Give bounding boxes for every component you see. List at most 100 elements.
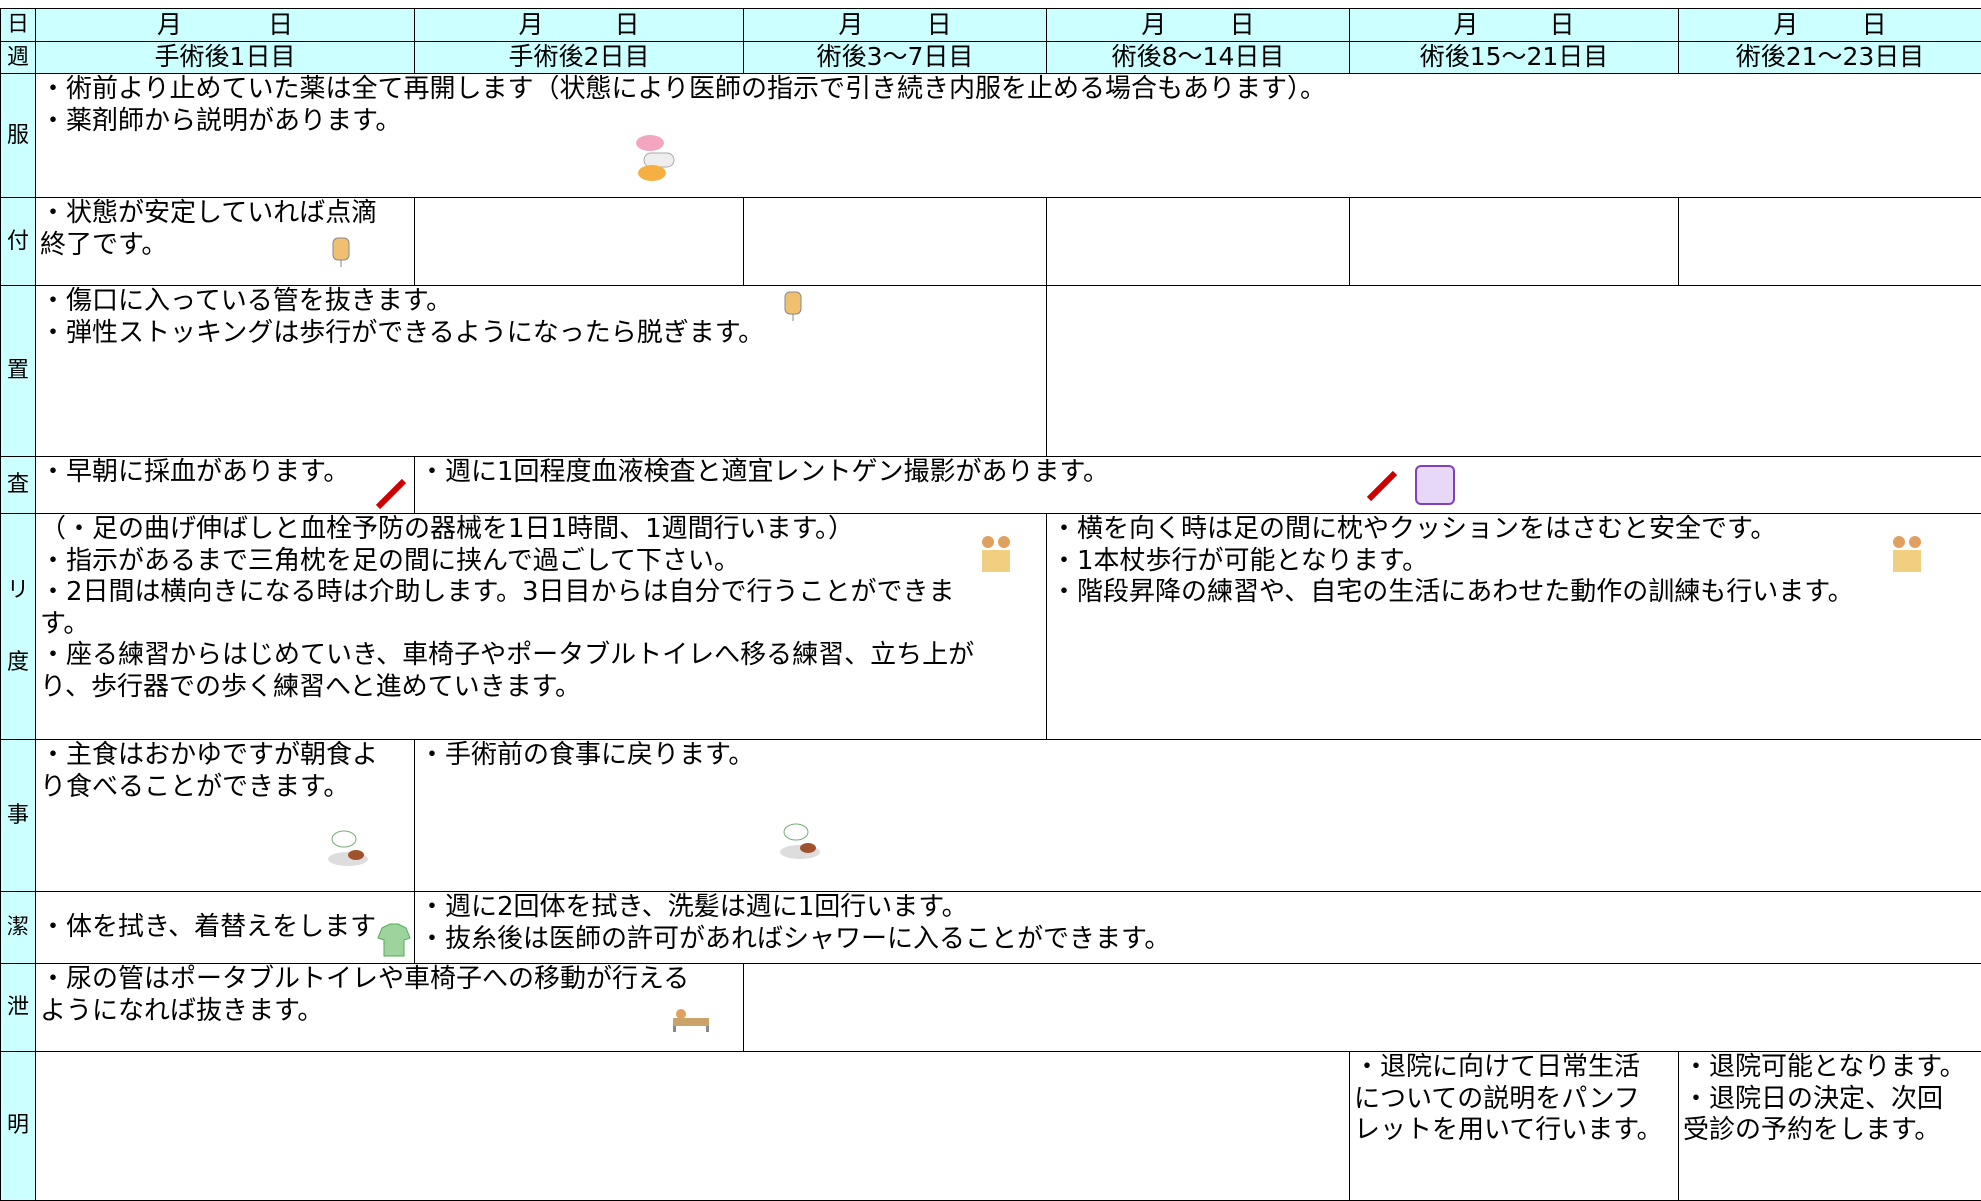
day-cell: 術後8～14日目	[1047, 41, 1350, 74]
month: 月	[838, 12, 863, 38]
cell	[1350, 198, 1679, 286]
xray-icon	[1415, 465, 1455, 505]
day-cell: 術後15～21日目	[1350, 41, 1679, 74]
date-wrap: 月日	[40, 12, 410, 38]
text-line: ・退院可能となります。	[1683, 1052, 1977, 1084]
syringe-icon	[374, 477, 408, 511]
cell: ・早朝に採血があります。	[36, 457, 415, 514]
text-line: す。	[40, 609, 1042, 641]
day: 日	[927, 12, 952, 38]
day-cell: 術後21～23日目	[1679, 41, 1981, 74]
text-line: ・弾性ストッキングは歩行ができるようになったら脱ぎます。	[40, 318, 1042, 350]
pathway-table: 日月日月日月日月日月日月日 週手術後1日目手術後2日目術後3～7日目術後8～14…	[0, 8, 1981, 1201]
month: 月	[1141, 12, 1166, 38]
date-cell: 月日	[1047, 9, 1350, 42]
cell	[36, 1052, 1350, 1201]
text-line: ・指示があるまで三角枕を足の間に挟んで過ごして下さい。	[40, 546, 1042, 578]
rehab-icon	[976, 534, 1016, 574]
row-label: 服	[1, 74, 36, 198]
cell: ・週に2回体を拭き、洗髪は週に1回行います。・抜糸後は医師の許可があればシャワー…	[415, 892, 1981, 964]
meal-icon	[326, 825, 370, 869]
text-line: ・尿の管はポータブルトイレや車椅子への移動が行える	[40, 964, 739, 996]
cell: ・尿の管はポータブルトイレや車椅子への移動が行えるようになれば抜きます。	[36, 964, 744, 1052]
day-cell: 術後3～7日目	[744, 41, 1047, 74]
date-cell: 月日	[744, 9, 1047, 42]
cell: ・退院に向けて日常生活についての説明をパンフレットを用いて行います。	[1350, 1052, 1679, 1201]
cell	[744, 198, 1047, 286]
cell: ・状態が安定していれば点滴終了です。	[36, 198, 415, 286]
cell: （・足の曲げ伸ばしと血栓予防の器械を1日1時間、1週間行います。）・指示があるま…	[36, 514, 1047, 740]
row-label: 明	[1, 1052, 36, 1201]
text-line: ・傷口に入っている管を抜きます。	[40, 286, 1042, 318]
text-line: ・抜糸後は医師の許可があればシャワーに入ることができます。	[419, 924, 1977, 956]
row-label: 置	[1, 286, 36, 457]
text-line: ・座る練習からはじめていき、車椅子やポータブルトイレへ移る練習、立ち上が	[40, 640, 1042, 672]
text-line: ・早朝に採血があります。	[40, 457, 410, 489]
row-label: 日	[1, 9, 36, 42]
cell: ・横を向く時は足の間に枕やクッションをはさむと安全です。・1本杖歩行が可能となり…	[1047, 514, 1981, 740]
date-wrap: 月日	[1354, 12, 1674, 38]
text-line: り食べることができます。	[40, 772, 410, 804]
row-label: 事	[1, 740, 36, 892]
clothes-icon	[376, 922, 412, 958]
date-wrap: 月日	[748, 12, 1042, 38]
cell: ・手術前の食事に戻ります。	[415, 740, 1981, 892]
syringe-icon	[1365, 469, 1399, 503]
pill-icon	[630, 129, 680, 189]
text-line: ・薬剤師から説明があります。	[40, 106, 1977, 138]
row-label: 週	[1, 41, 36, 74]
row-label: 度	[1, 647, 35, 679]
row-label: 泄	[1, 964, 36, 1052]
text-line: ・1本杖歩行が可能となります。	[1051, 546, 1977, 578]
date-cell: 月日	[1350, 9, 1679, 42]
bed-icon	[671, 1002, 711, 1034]
day-cell: 手術後2日目	[415, 41, 744, 74]
date-cell: 月日	[36, 9, 415, 42]
text-line: ・横を向く時は足の間に枕やクッションをはさむと安全です。	[1051, 514, 1977, 546]
day-cell: 手術後1日目	[36, 41, 415, 74]
cell	[415, 198, 744, 286]
meal-icon	[778, 818, 822, 862]
cell: ・週に1回程度血液検査と適宜レントゲン撮影があります。	[415, 457, 1981, 514]
text-line: ・2日間は横向きになる時は介助します。3日目からは自分で行うことができま	[40, 577, 1042, 609]
cell: ・体を拭き、着替えをします	[36, 892, 415, 964]
text-line: ・主食はおかゆですが朝食よ	[40, 740, 410, 772]
text-line: り、歩行器での歩く練習へと進めていきます。	[40, 672, 1042, 704]
drip-icon	[782, 290, 804, 322]
text-line: （・足の曲げ伸ばしと血栓予防の器械を1日1時間、1週間行います。）	[40, 514, 1042, 546]
text-line: についての説明をパンフ	[1354, 1084, 1674, 1116]
text-line: 受診の予約をします。	[1683, 1115, 1977, 1147]
rehab-icon	[1887, 534, 1927, 574]
cell	[1047, 198, 1350, 286]
day: 日	[1230, 12, 1255, 38]
row-label: 付	[1, 198, 36, 286]
date-cell: 月日	[415, 9, 744, 42]
date-wrap: 月日	[419, 12, 739, 38]
text-line: レットを用いて行います。	[1354, 1115, 1674, 1147]
cell: ・退院可能となります。・退院日の決定、次回受診の予約をします。	[1679, 1052, 1981, 1201]
drip-icon	[330, 236, 352, 268]
row-label: リ	[1, 575, 35, 607]
day: 日	[268, 12, 293, 38]
month: 月	[1453, 12, 1478, 38]
row-label: 潔	[1, 892, 36, 964]
cell: ・傷口に入っている管を抜きます。・弾性ストッキングは歩行ができるようになったら脱…	[36, 286, 1047, 457]
date-wrap: 月日	[1051, 12, 1345, 38]
month: 月	[518, 12, 543, 38]
text-line: ・手術前の食事に戻ります。	[419, 740, 1977, 772]
day: 日	[614, 12, 639, 38]
cell	[1047, 286, 1981, 457]
text-line: ・状態が安定していれば点滴	[40, 198, 410, 230]
cell: ・術前より止めていた薬は全て再開します（状態により医師の指示で引き続き内服を止め…	[36, 74, 1981, 198]
text-line: ・週に2回体を拭き、洗髪は週に1回行います。	[419, 892, 1977, 924]
row-label: リ度	[1, 514, 36, 740]
text-line: ・退院日の決定、次回	[1683, 1084, 1977, 1116]
text-line: ようになれば抜きます。	[40, 996, 739, 1028]
date-cell: 月日	[1679, 9, 1981, 42]
text-line: 終了です。	[40, 230, 410, 262]
day: 日	[1862, 12, 1887, 38]
day: 日	[1549, 12, 1574, 38]
text-line: ・術前より止めていた薬は全て再開します（状態により医師の指示で引き続き内服を止め…	[40, 74, 1977, 106]
text-line: ・体を拭き、着替えをします	[40, 912, 410, 944]
